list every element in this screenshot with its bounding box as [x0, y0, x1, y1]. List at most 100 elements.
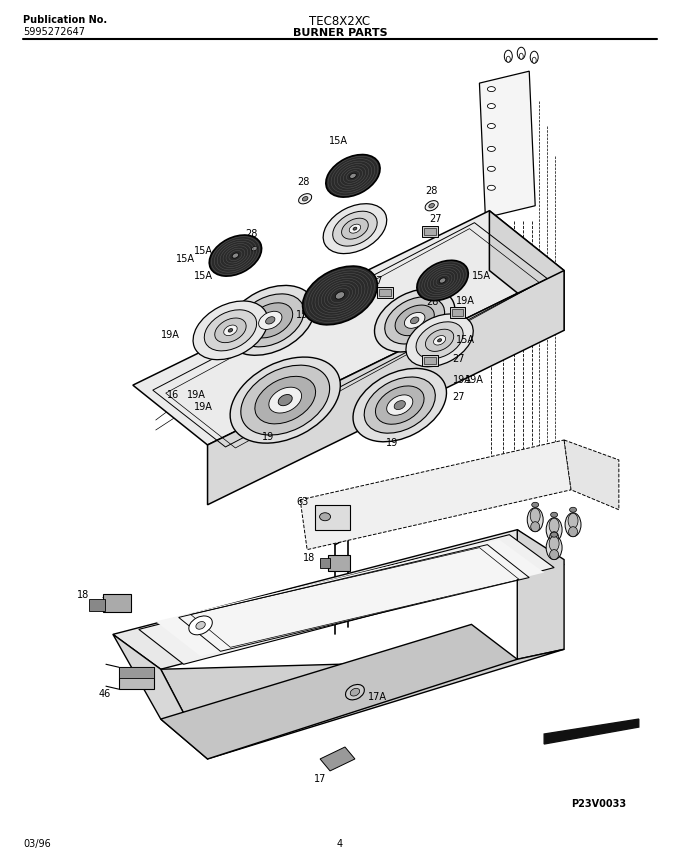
- Ellipse shape: [350, 173, 356, 179]
- Ellipse shape: [196, 622, 205, 629]
- Ellipse shape: [439, 278, 446, 283]
- Polygon shape: [544, 719, 639, 744]
- Ellipse shape: [303, 266, 377, 325]
- Text: 17A: 17A: [368, 692, 387, 702]
- Ellipse shape: [549, 536, 559, 551]
- Text: 18: 18: [303, 552, 315, 563]
- Text: 17: 17: [314, 774, 326, 784]
- Bar: [379, 290, 391, 297]
- Polygon shape: [320, 747, 355, 771]
- Text: 15A: 15A: [328, 136, 347, 146]
- Text: 19A: 19A: [194, 402, 213, 412]
- Ellipse shape: [353, 227, 357, 230]
- Text: 19A: 19A: [187, 390, 205, 401]
- Polygon shape: [517, 530, 564, 659]
- Ellipse shape: [532, 502, 539, 507]
- Ellipse shape: [326, 154, 380, 197]
- Ellipse shape: [530, 508, 540, 523]
- Ellipse shape: [551, 532, 558, 538]
- Ellipse shape: [395, 305, 435, 336]
- Bar: [377, 288, 393, 298]
- Text: 03/96: 03/96: [23, 838, 51, 849]
- Text: 28: 28: [297, 177, 309, 186]
- Ellipse shape: [266, 316, 275, 324]
- Bar: [424, 228, 436, 235]
- Ellipse shape: [488, 147, 495, 152]
- Polygon shape: [490, 211, 564, 330]
- Bar: [103, 595, 131, 612]
- Text: 27: 27: [371, 277, 383, 286]
- Text: P23V0033: P23V0033: [571, 799, 626, 809]
- Ellipse shape: [353, 368, 447, 442]
- Polygon shape: [133, 211, 564, 445]
- Text: 16: 16: [167, 390, 180, 401]
- Ellipse shape: [546, 518, 562, 542]
- Ellipse shape: [405, 312, 425, 329]
- Ellipse shape: [568, 526, 577, 537]
- Ellipse shape: [570, 507, 577, 512]
- Ellipse shape: [565, 512, 581, 537]
- Ellipse shape: [232, 253, 239, 258]
- Polygon shape: [139, 535, 554, 664]
- Text: 19: 19: [262, 432, 275, 442]
- Ellipse shape: [488, 87, 495, 92]
- Polygon shape: [160, 624, 517, 759]
- Ellipse shape: [350, 225, 360, 233]
- Ellipse shape: [248, 303, 292, 338]
- Bar: [452, 310, 464, 316]
- Text: 28: 28: [245, 229, 258, 238]
- Ellipse shape: [193, 301, 268, 360]
- Polygon shape: [479, 71, 535, 218]
- Polygon shape: [113, 635, 207, 759]
- Ellipse shape: [323, 204, 387, 254]
- Ellipse shape: [530, 51, 538, 63]
- Ellipse shape: [549, 531, 558, 542]
- Ellipse shape: [215, 318, 246, 342]
- Text: 18: 18: [77, 590, 89, 601]
- Ellipse shape: [488, 186, 495, 190]
- Text: 4: 4: [337, 838, 343, 849]
- Ellipse shape: [226, 285, 315, 355]
- Ellipse shape: [417, 260, 469, 301]
- Ellipse shape: [345, 684, 364, 700]
- Ellipse shape: [406, 314, 473, 367]
- Ellipse shape: [568, 513, 578, 528]
- Text: 5995272647: 5995272647: [23, 27, 85, 37]
- Ellipse shape: [237, 294, 304, 347]
- Ellipse shape: [527, 508, 543, 531]
- Bar: [315, 505, 350, 530]
- Text: 27: 27: [452, 355, 465, 364]
- Ellipse shape: [549, 550, 558, 559]
- Text: 46: 46: [99, 689, 111, 699]
- Text: 19A: 19A: [464, 375, 483, 385]
- Text: 28: 28: [426, 186, 438, 196]
- Ellipse shape: [299, 193, 311, 204]
- Bar: [449, 308, 466, 318]
- Text: 15A: 15A: [194, 271, 213, 281]
- Ellipse shape: [429, 204, 435, 208]
- Ellipse shape: [204, 310, 256, 351]
- Ellipse shape: [411, 317, 419, 323]
- Bar: [119, 668, 154, 689]
- Ellipse shape: [387, 394, 413, 415]
- Bar: [89, 599, 105, 611]
- Text: 19A: 19A: [452, 375, 471, 385]
- Text: 15A: 15A: [175, 253, 194, 264]
- Ellipse shape: [320, 512, 330, 521]
- Ellipse shape: [385, 297, 445, 344]
- Ellipse shape: [517, 47, 525, 59]
- Bar: [422, 355, 438, 366]
- Polygon shape: [207, 271, 564, 505]
- Polygon shape: [156, 539, 544, 656]
- Polygon shape: [300, 440, 571, 550]
- Bar: [422, 225, 438, 237]
- Ellipse shape: [488, 123, 495, 128]
- Text: Publication No.: Publication No.: [23, 16, 107, 25]
- Ellipse shape: [303, 197, 308, 201]
- Text: 19A: 19A: [456, 297, 475, 306]
- Ellipse shape: [437, 339, 441, 342]
- Ellipse shape: [375, 289, 455, 352]
- Ellipse shape: [507, 56, 510, 62]
- Ellipse shape: [189, 616, 212, 635]
- Ellipse shape: [335, 292, 345, 299]
